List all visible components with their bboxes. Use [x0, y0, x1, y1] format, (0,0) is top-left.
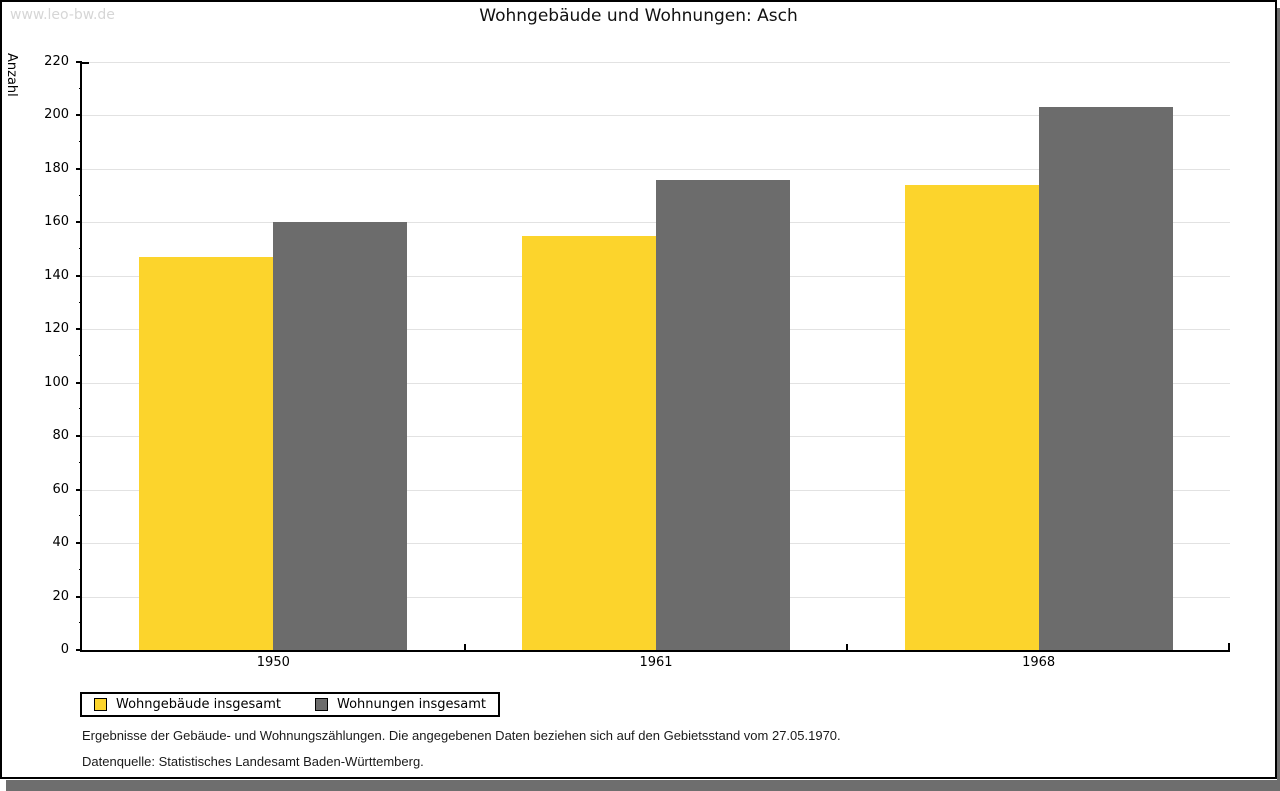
bar-wohnungen-1961	[656, 179, 790, 650]
y-major-tick	[76, 435, 82, 438]
watermark: www.leo-bw.de	[10, 7, 115, 23]
y-minor-tick	[79, 622, 82, 624]
category-boundary-tick	[846, 644, 849, 650]
y-tick-label: 220	[44, 54, 69, 69]
legend-item-wohnungen: Wohnungen insgesamt	[315, 697, 486, 712]
y-minor-tick	[79, 301, 82, 303]
y-major-tick	[76, 595, 82, 598]
legend-label-wohnungen: Wohnungen insgesamt	[337, 697, 486, 712]
y-tick-label: 20	[52, 588, 69, 604]
y-major-tick	[76, 221, 82, 224]
x-tick-label: 1968	[1022, 655, 1056, 670]
y-tick-label: 200	[44, 107, 69, 123]
y-axis-label: Anzahl	[4, 53, 19, 97]
y-tick-label: 180	[44, 160, 69, 176]
card-shadow-right	[1277, 8, 1280, 791]
category-boundary-tick	[463, 644, 466, 650]
y-minor-tick	[79, 87, 82, 89]
bar-wohnungen-1968	[1038, 107, 1173, 650]
legend: Wohngebäude insgesamt Wohnungen insgesam…	[80, 692, 500, 717]
y-minor-tick	[79, 248, 82, 250]
card-shadow-bottom	[6, 780, 1280, 791]
y-tick-label: 120	[44, 321, 69, 337]
y-major-tick	[76, 167, 82, 170]
plot-area: 0 20 40 60 80 100 120 140 160 180 200 220 1950 1961 19…	[44, 54, 1230, 670]
y-tick-label: 80	[52, 428, 69, 444]
y-major-tick	[76, 328, 82, 331]
legend-label-wohngebaeude: Wohngebäude insgesamt	[116, 697, 281, 712]
y-major-tick	[76, 381, 82, 384]
y-tick-label: 100	[44, 374, 69, 390]
y-major-tick	[76, 61, 82, 63]
bar-wohngebaeude-1961	[522, 235, 656, 650]
y-major-tick	[76, 114, 82, 117]
y-minor-tick	[79, 515, 82, 517]
bar-wohnungen-1950	[273, 222, 408, 650]
y-minor-tick	[79, 141, 82, 143]
legend-swatch-wohnungen	[315, 698, 328, 711]
y-major-tick	[76, 649, 82, 651]
x-tick-label: 1950	[256, 655, 290, 670]
y-minor-tick	[79, 568, 82, 570]
gridline	[82, 168, 1230, 170]
gridline	[82, 115, 1230, 117]
y-minor-tick	[79, 408, 82, 410]
x-axis-right-cap	[1228, 643, 1230, 650]
gridline	[82, 62, 1230, 63]
y-axis-top-cap	[82, 62, 89, 64]
y-minor-tick	[79, 194, 82, 196]
y-tick-label: 140	[44, 267, 69, 283]
x-tick-label: 1961	[639, 655, 673, 670]
y-tick-label: 160	[44, 214, 69, 230]
bar-wohngebaeude-1950	[139, 257, 274, 650]
legend-item-wohngebaeude: Wohngebäude insgesamt	[94, 697, 281, 712]
footer-note-1: Ergebnisse der Gebäude- und Wohnungszähl…	[82, 728, 841, 743]
legend-swatch-wohngebaeude	[94, 698, 107, 711]
y-minor-tick	[79, 355, 82, 356]
y-minor-tick	[79, 461, 82, 463]
y-tick-label: 0	[60, 642, 69, 657]
footer-note-2: Datenquelle: Statistisches Landesamt Bad…	[82, 754, 424, 769]
bar-wohngebaeude-1968	[904, 184, 1039, 650]
y-major-tick	[76, 488, 82, 491]
chart-title: Wohngebäude und Wohnungen: Asch	[479, 6, 798, 26]
y-tick-label: 40	[52, 535, 69, 551]
y-major-tick	[76, 274, 82, 277]
y-tick-label: 60	[52, 481, 69, 497]
y-major-tick	[76, 542, 82, 545]
